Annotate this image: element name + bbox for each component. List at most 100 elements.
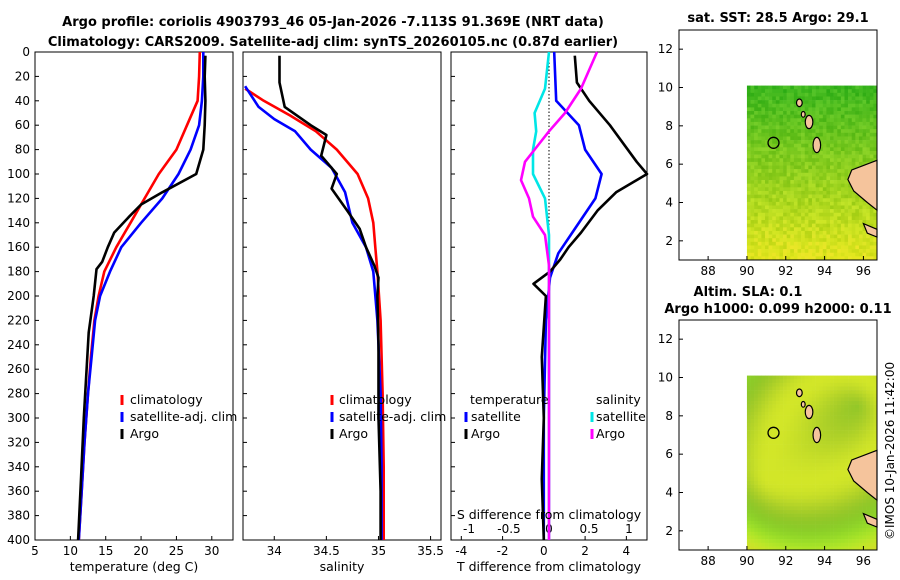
map-cell <box>804 187 809 192</box>
map-cell <box>779 506 784 511</box>
map-cell <box>754 165 759 170</box>
map-cell <box>765 422 769 427</box>
map-cell <box>804 154 809 159</box>
map-cell <box>837 92 842 97</box>
map-cell <box>775 397 780 402</box>
map-cell <box>761 190 766 195</box>
map-cell <box>858 89 863 94</box>
map-cell <box>833 187 838 192</box>
map-cell <box>804 502 809 507</box>
map-cell <box>746 411 751 416</box>
map-cell <box>804 85 809 90</box>
map-cell <box>822 176 827 181</box>
map-cell <box>848 401 853 405</box>
map-cell <box>830 528 834 533</box>
map-cell <box>840 397 845 402</box>
map-cell <box>844 245 849 250</box>
map-cell <box>772 114 777 119</box>
map-cell <box>754 209 759 214</box>
map-cell <box>819 477 824 482</box>
map-cell <box>866 393 871 398</box>
map-cell <box>746 209 751 214</box>
map-cell <box>862 118 867 123</box>
map-cell <box>797 198 802 203</box>
map-cell <box>768 528 773 533</box>
map-cell <box>797 165 802 170</box>
map-cell <box>862 444 867 449</box>
map-cell <box>826 513 831 518</box>
map-cell <box>793 190 798 195</box>
map-cell <box>837 444 842 449</box>
map-cell <box>790 462 795 467</box>
map-cell <box>793 183 798 188</box>
map-cell <box>775 103 780 108</box>
map-cell <box>858 205 863 210</box>
map-cell <box>790 546 795 551</box>
map-cell <box>750 546 755 551</box>
map-cell <box>848 375 853 380</box>
map-cell <box>833 220 838 224</box>
map-cell <box>790 484 795 489</box>
map-cell <box>844 212 849 217</box>
map-cell <box>858 513 863 518</box>
map-cell <box>858 386 863 391</box>
map-cell <box>848 190 853 195</box>
map-cell <box>830 180 834 184</box>
map-cell <box>765 252 769 257</box>
map-cell <box>833 393 838 398</box>
map-cell <box>775 118 780 123</box>
map-cell <box>855 422 860 427</box>
map-cell <box>837 107 842 112</box>
map-cell <box>797 172 802 177</box>
map-cell <box>797 440 802 445</box>
map-cell <box>826 234 831 239</box>
map-cell <box>768 227 773 232</box>
map-cell <box>866 132 871 137</box>
map-cell <box>808 539 813 544</box>
map-cell <box>746 143 751 148</box>
map-cell <box>804 256 809 261</box>
map-cell <box>761 220 766 224</box>
map-cell <box>830 535 834 540</box>
map-cell <box>815 154 820 159</box>
map-cell <box>801 238 806 243</box>
map-cell <box>855 546 860 551</box>
map-cell <box>746 132 751 137</box>
map-cell <box>819 455 824 460</box>
map-cell <box>833 397 838 402</box>
map-cell <box>822 114 827 119</box>
map-cell <box>750 194 755 199</box>
map-cell <box>869 422 874 427</box>
map-cell <box>797 531 802 536</box>
map-cell <box>783 176 787 181</box>
map-cell <box>779 542 784 547</box>
map-cell <box>826 198 831 203</box>
map-cell <box>779 480 784 485</box>
map-cell <box>858 140 863 145</box>
map-cell <box>786 227 791 232</box>
map-cell <box>815 542 820 547</box>
map-cell <box>815 180 820 184</box>
map-cell <box>819 488 824 493</box>
map-cell <box>765 92 769 97</box>
map-cell <box>840 118 845 123</box>
map-cell <box>858 223 863 228</box>
map-cell <box>869 150 874 155</box>
salinity-xlabel: salinity <box>320 559 365 574</box>
map-cell <box>833 100 838 105</box>
map-cell <box>826 539 831 544</box>
land-nicobar-island <box>800 400 806 408</box>
map-cell <box>775 158 780 163</box>
map-cell <box>862 209 867 214</box>
map-cell <box>851 419 856 424</box>
map-cell <box>869 103 874 108</box>
map-cell <box>840 535 845 540</box>
map-cell <box>775 415 780 420</box>
map-cell <box>765 103 769 108</box>
legend-title-salinity: salinity <box>596 392 641 407</box>
map-cell <box>855 524 860 529</box>
map-cell <box>761 528 766 533</box>
map-cell <box>783 125 787 130</box>
map-cell <box>815 528 820 533</box>
map-cell <box>855 491 860 496</box>
